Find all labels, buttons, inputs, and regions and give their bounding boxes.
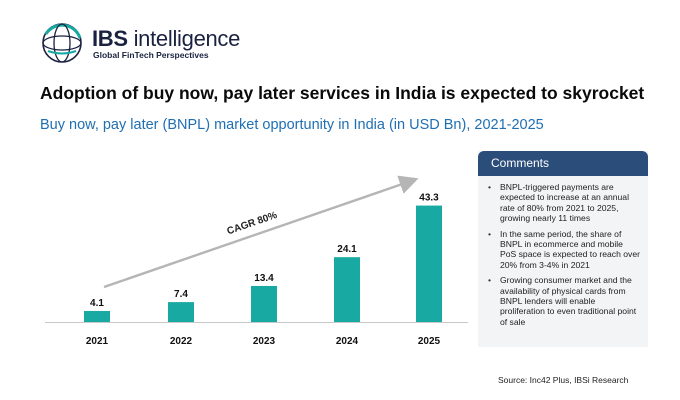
value-label-2021: 4.1 xyxy=(90,298,104,309)
comments-header: Comments xyxy=(478,151,648,176)
brand-tagline: Global FinTech Perspectives xyxy=(93,50,209,60)
chart-subtitle: Buy now, pay later (BNPL) market opportu… xyxy=(40,117,544,133)
value-label-2024: 24.1 xyxy=(337,244,357,255)
bar-2025 xyxy=(416,205,442,322)
globe-icon xyxy=(42,23,82,63)
comments-panel: Comments BNPL-triggered payments are exp… xyxy=(478,151,648,347)
x-tick-label-2023: 2023 xyxy=(253,336,276,347)
comment-item: Growing consumer market and the availabi… xyxy=(488,275,640,327)
bar-2024 xyxy=(334,257,360,322)
value-label-2023: 13.4 xyxy=(254,273,274,284)
source-note: Source: Inc42 Plus, IBSi Research xyxy=(498,375,629,385)
brand-logo: IBS intelligence Global FinTech Perspect… xyxy=(40,20,240,66)
x-tick-label-2025: 2025 xyxy=(418,336,441,347)
bar-2021 xyxy=(84,310,110,322)
x-tick-label-2021: 2021 xyxy=(86,336,109,347)
page-title: Adoption of buy now, pay later services … xyxy=(40,83,645,103)
bar-2022 xyxy=(168,302,194,322)
x-tick-label-2024: 2024 xyxy=(336,336,359,347)
comment-item: In the same period, the share of BNPL in… xyxy=(488,229,640,271)
value-label-2025: 43.3 xyxy=(419,193,439,204)
bar-2023 xyxy=(251,285,277,322)
x-tick-label-2022: 2022 xyxy=(170,336,193,347)
cagr-trend-arrow xyxy=(103,175,419,289)
cagr-annotation: CAGR 80% xyxy=(226,210,279,237)
brand-name: IBS intelligence xyxy=(92,26,241,51)
comments-list: BNPL-triggered payments are expected to … xyxy=(478,182,648,327)
comment-item: BNPL-triggered payments are expected to … xyxy=(488,182,640,224)
value-label-2022: 7.4 xyxy=(174,289,188,300)
